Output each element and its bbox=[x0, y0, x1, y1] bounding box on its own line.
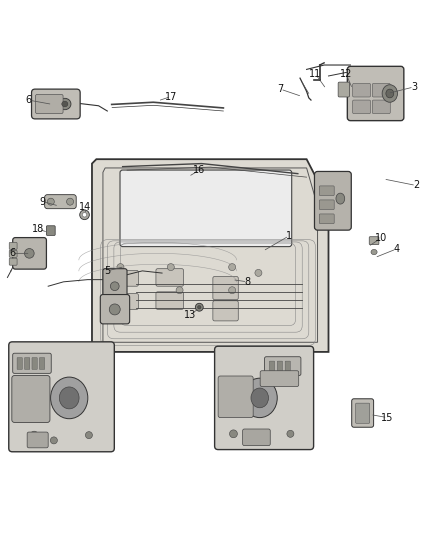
FancyBboxPatch shape bbox=[213, 277, 238, 300]
FancyBboxPatch shape bbox=[353, 100, 371, 114]
Ellipse shape bbox=[195, 303, 203, 311]
Ellipse shape bbox=[176, 287, 183, 294]
Text: 1: 1 bbox=[286, 231, 292, 241]
FancyBboxPatch shape bbox=[213, 301, 238, 321]
Ellipse shape bbox=[251, 388, 268, 408]
Ellipse shape bbox=[382, 85, 398, 102]
FancyBboxPatch shape bbox=[120, 170, 292, 247]
Ellipse shape bbox=[198, 305, 201, 309]
Ellipse shape bbox=[110, 304, 120, 315]
FancyBboxPatch shape bbox=[9, 251, 17, 257]
Ellipse shape bbox=[80, 210, 89, 220]
FancyBboxPatch shape bbox=[32, 89, 80, 119]
Text: 13: 13 bbox=[184, 310, 197, 320]
FancyBboxPatch shape bbox=[13, 353, 51, 374]
Text: 16: 16 bbox=[193, 165, 205, 175]
Ellipse shape bbox=[242, 378, 277, 418]
Ellipse shape bbox=[336, 193, 345, 204]
Polygon shape bbox=[92, 159, 328, 352]
FancyBboxPatch shape bbox=[372, 84, 390, 97]
Ellipse shape bbox=[59, 387, 79, 409]
FancyBboxPatch shape bbox=[45, 195, 76, 209]
Text: 15: 15 bbox=[381, 413, 394, 423]
Text: 2: 2 bbox=[413, 181, 419, 190]
FancyBboxPatch shape bbox=[156, 292, 184, 309]
FancyBboxPatch shape bbox=[369, 237, 379, 245]
FancyBboxPatch shape bbox=[372, 100, 390, 114]
Ellipse shape bbox=[82, 213, 87, 217]
Text: 12: 12 bbox=[340, 69, 352, 79]
Ellipse shape bbox=[229, 287, 236, 294]
Text: 4: 4 bbox=[393, 244, 399, 254]
Ellipse shape bbox=[371, 249, 377, 255]
FancyBboxPatch shape bbox=[260, 371, 299, 386]
Ellipse shape bbox=[229, 264, 236, 271]
Text: 9: 9 bbox=[40, 197, 46, 207]
FancyBboxPatch shape bbox=[121, 270, 138, 286]
FancyBboxPatch shape bbox=[243, 429, 270, 446]
FancyBboxPatch shape bbox=[319, 186, 334, 196]
FancyBboxPatch shape bbox=[352, 399, 374, 427]
FancyBboxPatch shape bbox=[269, 361, 275, 372]
FancyBboxPatch shape bbox=[9, 342, 114, 452]
Text: 14: 14 bbox=[79, 203, 92, 212]
FancyBboxPatch shape bbox=[285, 361, 290, 372]
FancyBboxPatch shape bbox=[13, 238, 46, 269]
FancyBboxPatch shape bbox=[17, 358, 22, 369]
Text: 7: 7 bbox=[277, 84, 283, 94]
Text: 17: 17 bbox=[165, 92, 177, 102]
FancyBboxPatch shape bbox=[218, 376, 253, 418]
Ellipse shape bbox=[51, 377, 88, 419]
Ellipse shape bbox=[67, 198, 74, 205]
Ellipse shape bbox=[167, 264, 174, 271]
FancyBboxPatch shape bbox=[314, 172, 351, 230]
Ellipse shape bbox=[30, 431, 38, 439]
FancyBboxPatch shape bbox=[319, 200, 334, 209]
Ellipse shape bbox=[230, 430, 237, 438]
FancyBboxPatch shape bbox=[156, 269, 184, 286]
Ellipse shape bbox=[110, 282, 119, 290]
Ellipse shape bbox=[47, 198, 54, 205]
Text: 10: 10 bbox=[375, 233, 387, 243]
FancyBboxPatch shape bbox=[46, 226, 55, 236]
FancyBboxPatch shape bbox=[347, 66, 404, 120]
FancyBboxPatch shape bbox=[32, 358, 37, 369]
Text: 6: 6 bbox=[25, 95, 32, 105]
Text: 8: 8 bbox=[244, 277, 251, 287]
FancyBboxPatch shape bbox=[9, 258, 17, 265]
Text: 5: 5 bbox=[104, 266, 110, 276]
FancyBboxPatch shape bbox=[121, 294, 138, 309]
FancyBboxPatch shape bbox=[319, 214, 334, 223]
Ellipse shape bbox=[25, 248, 34, 258]
FancyBboxPatch shape bbox=[356, 403, 370, 423]
Ellipse shape bbox=[287, 430, 294, 437]
Ellipse shape bbox=[50, 437, 57, 444]
FancyBboxPatch shape bbox=[215, 346, 314, 449]
FancyBboxPatch shape bbox=[35, 94, 63, 114]
FancyBboxPatch shape bbox=[338, 82, 350, 97]
Ellipse shape bbox=[117, 264, 124, 271]
FancyBboxPatch shape bbox=[265, 357, 301, 376]
FancyBboxPatch shape bbox=[103, 269, 127, 300]
FancyBboxPatch shape bbox=[27, 432, 48, 448]
FancyBboxPatch shape bbox=[353, 84, 371, 97]
FancyBboxPatch shape bbox=[12, 376, 50, 423]
Ellipse shape bbox=[255, 269, 262, 277]
Text: 6: 6 bbox=[9, 248, 15, 259]
Ellipse shape bbox=[62, 101, 68, 107]
FancyBboxPatch shape bbox=[25, 358, 30, 369]
FancyBboxPatch shape bbox=[100, 295, 130, 324]
Text: 18: 18 bbox=[32, 224, 45, 235]
FancyBboxPatch shape bbox=[9, 243, 17, 249]
Text: 11: 11 bbox=[309, 69, 321, 79]
Ellipse shape bbox=[386, 89, 394, 98]
Text: 3: 3 bbox=[411, 82, 417, 92]
FancyBboxPatch shape bbox=[39, 358, 45, 369]
Ellipse shape bbox=[59, 98, 71, 110]
Ellipse shape bbox=[85, 432, 92, 439]
FancyBboxPatch shape bbox=[277, 361, 283, 372]
